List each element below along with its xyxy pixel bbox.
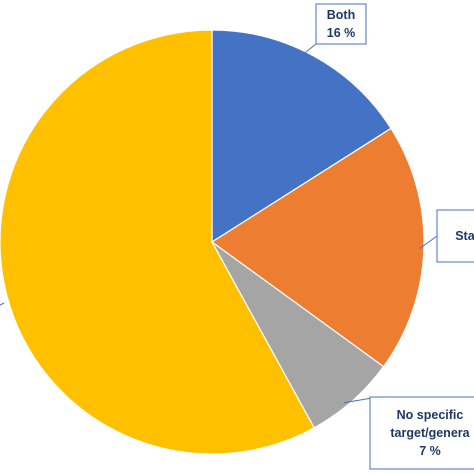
callout-leader-line <box>343 397 373 404</box>
callout-1: Stat <box>419 209 474 263</box>
callout-leader-line <box>419 235 438 249</box>
callout-box <box>369 396 474 470</box>
callout-box <box>315 3 367 45</box>
callout-box <box>436 209 474 263</box>
slice-label-line: 7 % <box>419 444 441 458</box>
callout-0: Both 16 % <box>302 3 367 56</box>
slice-label-line: No specific <box>397 408 464 422</box>
slice-label-line: Both <box>327 8 355 22</box>
pie-slice-3 <box>0 29 315 455</box>
slice-label: Both 16 % <box>327 8 356 40</box>
pie-slice-1 <box>210 127 425 368</box>
slice-label-line: 16 % <box>327 26 356 40</box>
pie-slices <box>0 29 425 455</box>
callout-leader-line <box>302 43 317 56</box>
slice-label-line: Stat <box>455 229 474 243</box>
slice-label: No specific target/genera 7 % <box>390 408 470 458</box>
callout-leader-line <box>0 302 5 306</box>
slice-callouts: Both 16 % Stat No specific target/genera 7 % <box>0 3 474 470</box>
slice-label: Stat <box>455 229 474 243</box>
pie-slice-0 <box>211 29 392 244</box>
slice-label-line: target/genera <box>390 426 470 440</box>
callout-2: No specific target/genera 7 % <box>343 396 474 470</box>
